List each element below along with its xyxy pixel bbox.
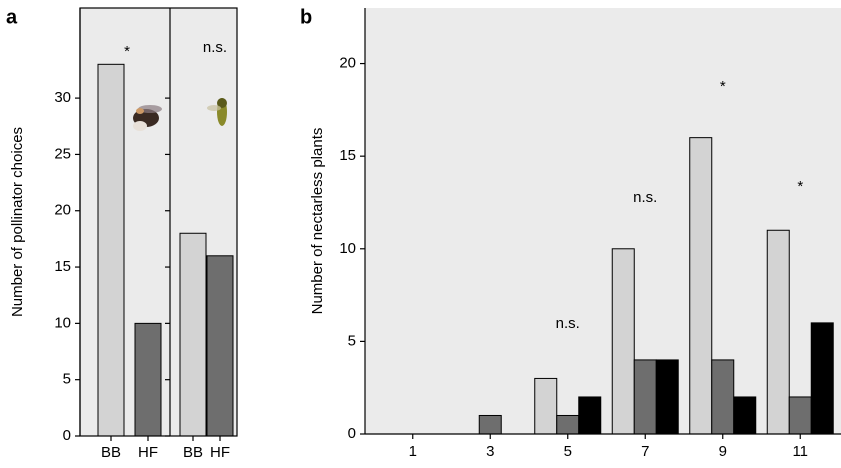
- y-tick-label: 20: [339, 55, 356, 72]
- y-tick-label: 5: [348, 332, 356, 349]
- annotation: n.s.: [203, 39, 227, 56]
- panel-label: b: [300, 6, 312, 28]
- frame: [79, 7, 238, 437]
- bar: [206, 255, 234, 437]
- y-axis-label: Number of nectarless plants: [309, 128, 326, 315]
- bar: [788, 396, 812, 435]
- bar: [478, 414, 502, 435]
- x-tick-label: BB: [183, 444, 203, 461]
- y-tick-label: 30: [54, 89, 71, 106]
- y-tick-label: 15: [339, 147, 356, 164]
- annotation: *: [720, 78, 726, 95]
- bar: [97, 63, 125, 437]
- y-tick-label: 15: [54, 258, 71, 275]
- panel-label: a: [6, 6, 18, 28]
- bar: [810, 322, 834, 435]
- x-tick-label: 1: [409, 443, 417, 460]
- bar: [134, 322, 162, 437]
- bumblebee-icon: [133, 105, 162, 131]
- bar: [534, 377, 558, 435]
- x-tick-label: BB: [101, 444, 121, 461]
- y-tick-label: 0: [348, 425, 356, 442]
- hoverfly-icon: [207, 98, 227, 126]
- x-tick-label: 11: [792, 443, 808, 460]
- bar: [689, 137, 713, 435]
- y-tick-label: 25: [54, 145, 71, 162]
- bar: [655, 359, 679, 435]
- plot-area-b: [365, 8, 841, 434]
- annotation: n.s.: [633, 189, 657, 206]
- x-tick-label: HF: [138, 444, 158, 461]
- x-tick-label: 7: [641, 443, 649, 460]
- x-tick-label: 5: [564, 443, 572, 460]
- annotation: *: [124, 43, 130, 60]
- bar: [766, 229, 790, 435]
- bar: [578, 396, 602, 435]
- x-tick-label: 9: [719, 443, 727, 460]
- bar: [733, 396, 757, 435]
- y-tick-label: 10: [339, 240, 356, 257]
- bar: [179, 232, 207, 437]
- y-tick-label: 0: [63, 427, 71, 444]
- x-tick-label: 3: [486, 443, 494, 460]
- annotation: *: [797, 178, 803, 195]
- bar: [556, 414, 580, 435]
- bar: [711, 359, 735, 435]
- x-tick-label: HF: [210, 444, 230, 461]
- y-tick-label: 20: [54, 202, 71, 219]
- annotation: n.s.: [556, 315, 580, 332]
- y-axis-label: Number of pollinator choices: [9, 127, 26, 317]
- bar: [633, 359, 657, 435]
- bar: [611, 248, 635, 435]
- y-tick-label: 10: [54, 314, 71, 331]
- y-tick-label: 5: [63, 371, 71, 388]
